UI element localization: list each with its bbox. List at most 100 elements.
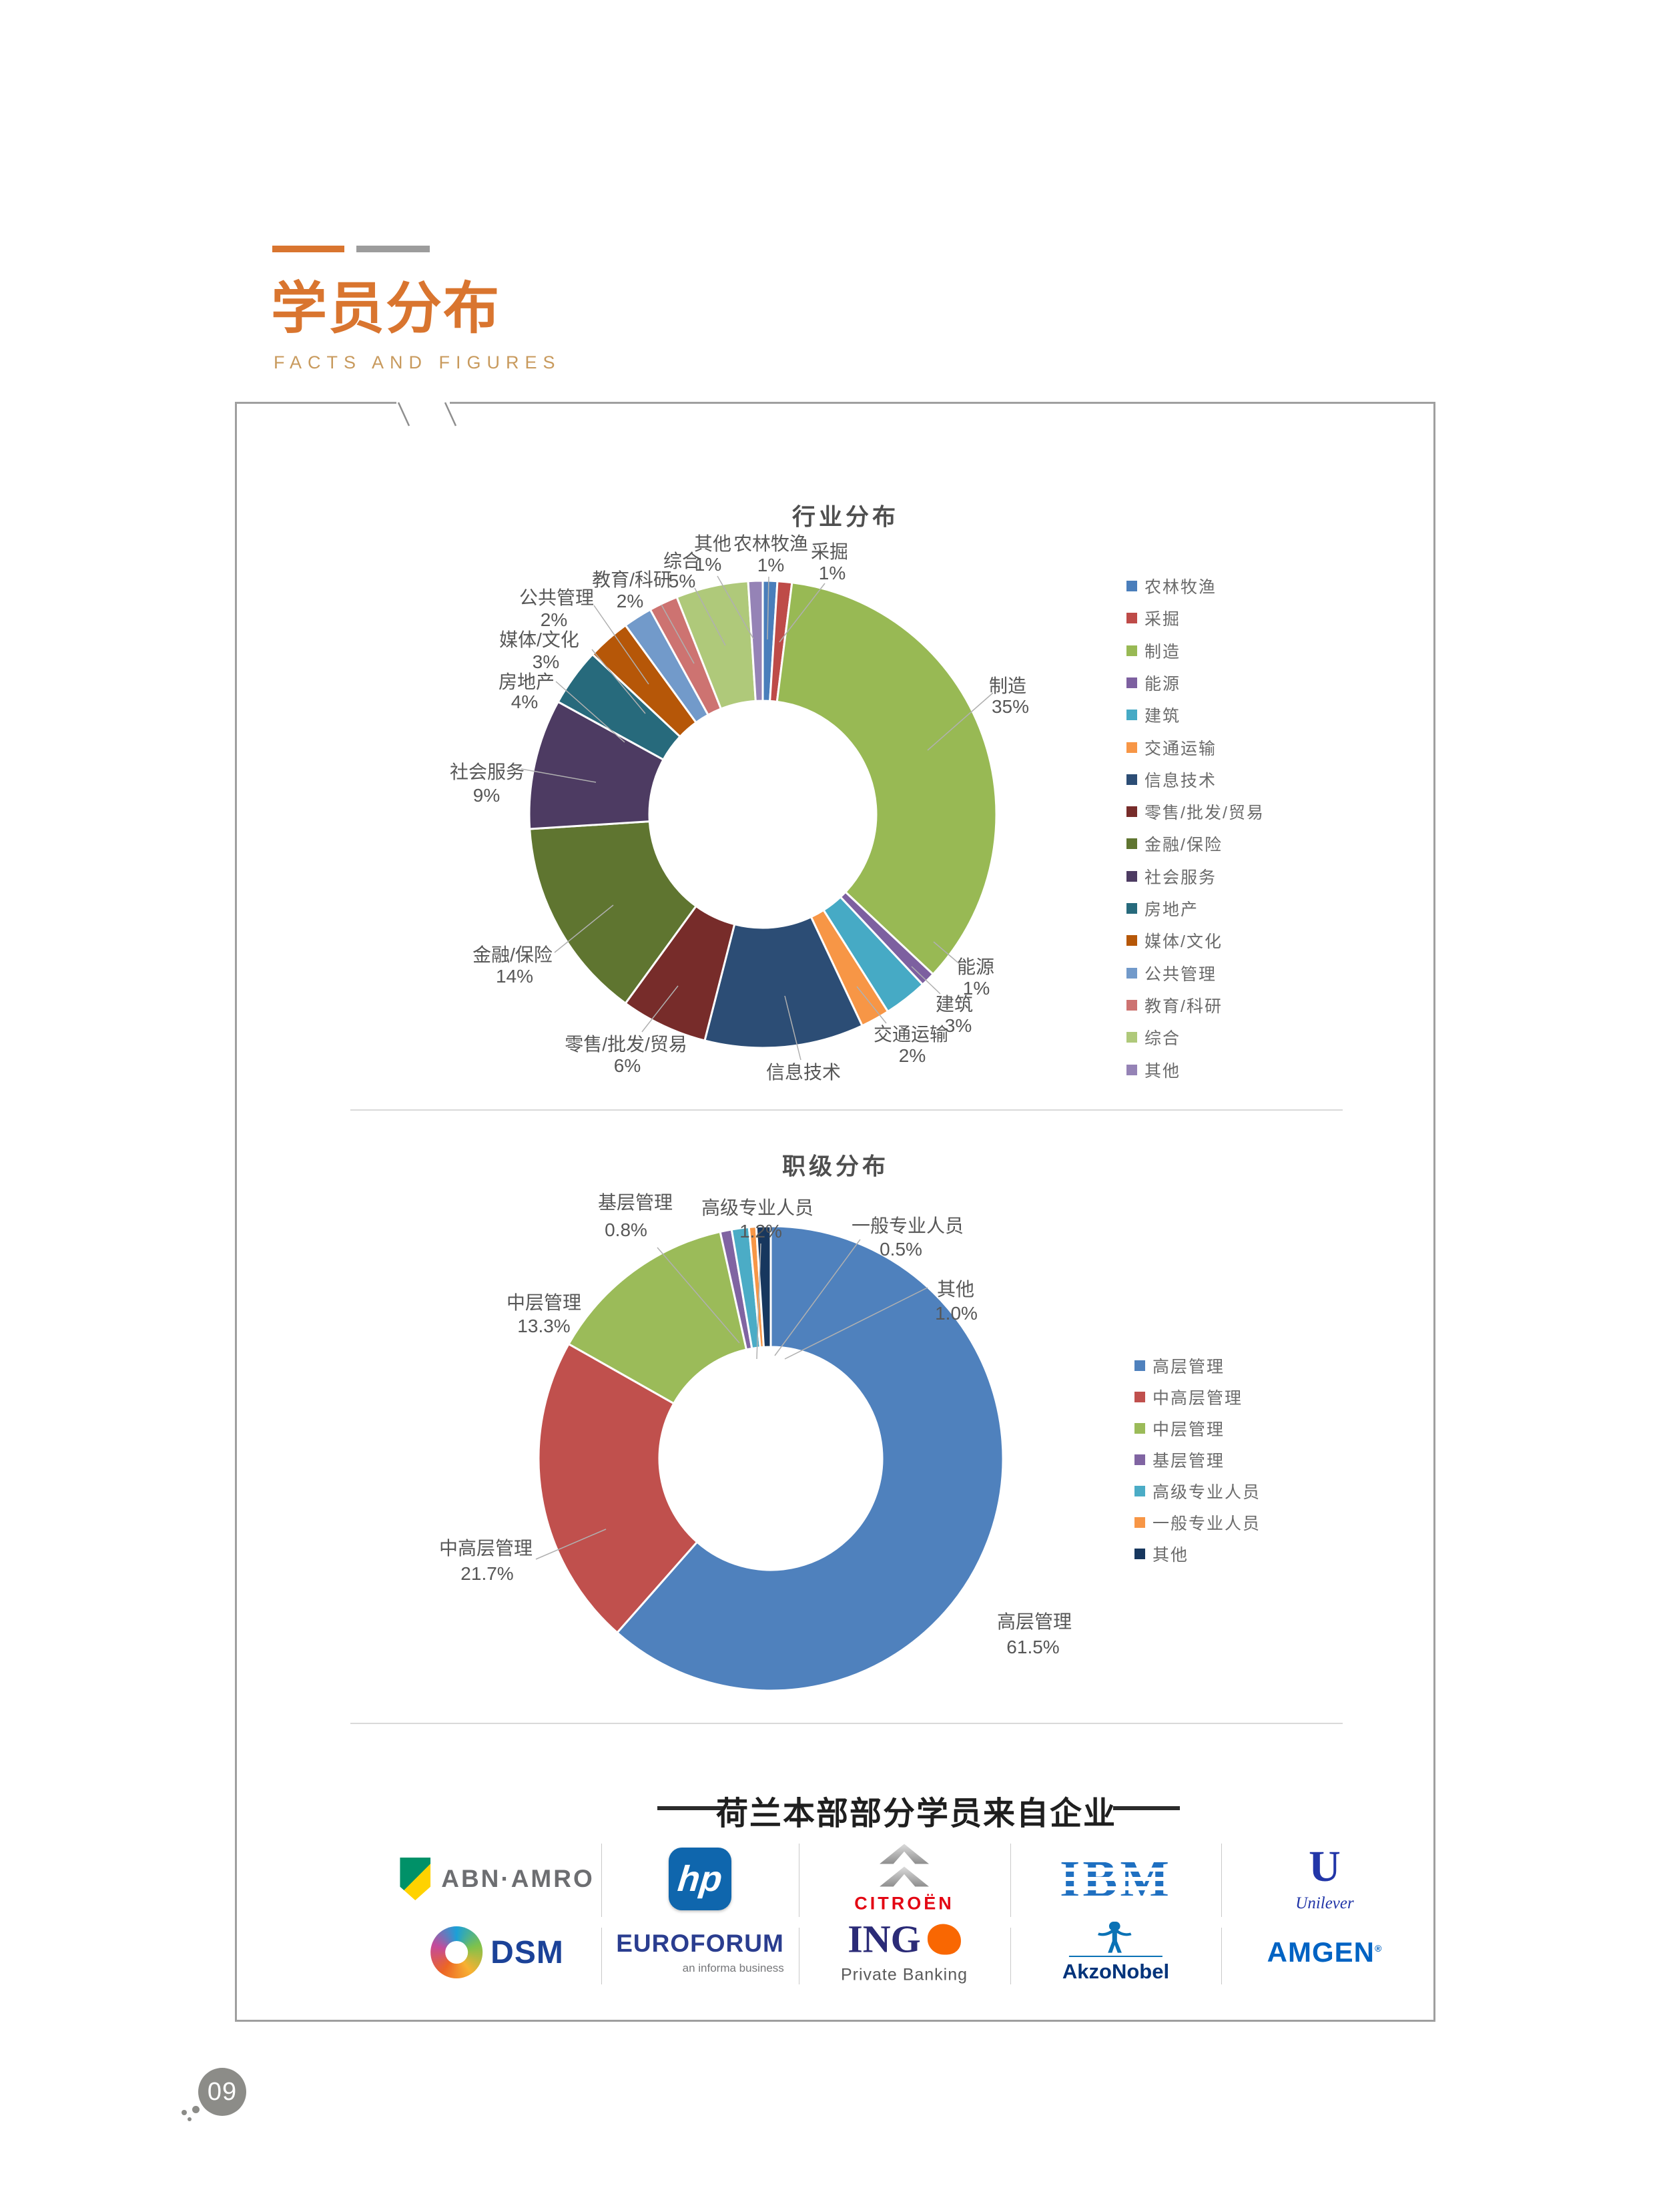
chart1-legend-item-零售/批发/贸易: 零售/批发/贸易 xyxy=(1126,800,1265,824)
chart2-legend-item-中高层管理: 中高层管理 xyxy=(1134,1385,1243,1409)
legend-label: 能源 xyxy=(1144,674,1181,694)
logo-citroen: CITROËN xyxy=(854,1844,954,1914)
chart2-legend-item-一般专业人员: 一般专业人员 xyxy=(1134,1510,1261,1535)
chart1-label-媒体/文化: 媒体/文化 xyxy=(499,629,579,650)
companies-heading: 荷兰本部部分学员来自企业 xyxy=(715,1796,1117,1832)
legend-label: 公共管理 xyxy=(1144,964,1217,984)
legend-swatch-icon xyxy=(1134,1486,1145,1496)
euroforum-subtext: an informa business xyxy=(682,1962,784,1974)
legend-swatch-icon xyxy=(1126,903,1137,914)
separator-charts xyxy=(350,1109,1343,1111)
chart1-label-公共管理: 公共管理 xyxy=(519,587,595,608)
page-title: 学员分布 xyxy=(271,277,501,340)
ing-subtext: Private Banking xyxy=(840,1965,968,1984)
header-dash-orange xyxy=(272,246,344,252)
legend-label: 采掘 xyxy=(1144,610,1181,629)
logo-divider xyxy=(1221,1928,1222,1984)
logo-ibm: IBM xyxy=(1060,1853,1172,1905)
chart2-legend-item-其他: 其他 xyxy=(1134,1542,1189,1566)
legend-label: 其他 xyxy=(1152,1546,1189,1565)
heading-dash-right xyxy=(1113,1806,1180,1810)
legend-swatch-icon xyxy=(1126,581,1137,591)
chart1-legend-item-媒体/文化: 媒体/文化 xyxy=(1126,928,1223,952)
chart1-title: 行业分布 xyxy=(791,504,900,531)
legend-label: 其他 xyxy=(1144,1061,1181,1081)
dsm-swirl-icon xyxy=(430,1926,483,1978)
chart2-label-中层管理: 中层管理 xyxy=(506,1292,582,1313)
logo-hp: hp xyxy=(669,1848,731,1910)
euroforum-wordmark: EUROFORUM xyxy=(616,1930,784,1957)
chart1-pct-综合: 5% xyxy=(668,571,696,591)
chart1-legend-item-综合: 综合 xyxy=(1126,1025,1181,1049)
legend-swatch-icon xyxy=(1126,774,1137,785)
chart1-pct-教育/科研: 2% xyxy=(616,591,644,611)
chart1-legend-item-能源: 能源 xyxy=(1126,671,1181,695)
chart1-label-金融/保险: 金融/保险 xyxy=(472,944,553,965)
chart1-pct-公共管理: 2% xyxy=(540,609,568,630)
legend-label: 零售/批发/贸易 xyxy=(1144,804,1265,823)
chart2-label-一般专业人员: 一般专业人员 xyxy=(851,1215,964,1236)
legend-label: 交通运输 xyxy=(1144,739,1217,758)
chart1-pct-采掘: 1% xyxy=(818,563,846,583)
citroen-chevron-icon xyxy=(880,1844,929,1864)
legend-swatch-icon xyxy=(1126,999,1137,1011)
citroen-wordmark: CITROËN xyxy=(854,1893,954,1914)
legend-label: 建筑 xyxy=(1144,707,1181,726)
chart1-label-能源: 能源 xyxy=(956,956,995,977)
page-number-badge: 09 xyxy=(198,2068,246,2116)
chart2-label-高层管理: 高层管理 xyxy=(996,1611,1072,1632)
hp-wordmark: hp xyxy=(675,1859,725,1899)
chart1-legend-item-公共管理: 公共管理 xyxy=(1126,961,1217,985)
legend-label: 农林牧渔 xyxy=(1144,578,1217,597)
logo-dsm: DSM xyxy=(430,1926,564,1978)
chart1-legend-item-信息技术: 信息技术 xyxy=(1126,768,1217,792)
chart1-legend-item-教育/科研: 教育/科研 xyxy=(1126,993,1223,1017)
chart2-label-基层管理: 基层管理 xyxy=(597,1192,673,1213)
separator-companies xyxy=(350,1723,1343,1724)
logo-divider xyxy=(1010,1928,1011,1984)
legend-label: 房地产 xyxy=(1144,900,1199,919)
legend-label: 一般专业人员 xyxy=(1152,1514,1261,1533)
chart1-label-交通运输: 交通运输 xyxy=(873,1024,949,1045)
chart2-pct-其他: 1.0% xyxy=(935,1303,978,1324)
logo-divider xyxy=(601,1928,602,1984)
chart1-label-社会服务: 社会服务 xyxy=(449,762,525,782)
chart1-label-其他: 其他 xyxy=(693,533,732,554)
ibm-striped-wordmark: IBM xyxy=(1060,1853,1172,1905)
legend-swatch-icon xyxy=(1126,967,1137,979)
chart2-legend-item-高层管理: 高层管理 xyxy=(1134,1354,1225,1378)
chart1-pct-零售/批发/贸易: 6% xyxy=(613,1055,641,1076)
legend-swatch-icon xyxy=(1126,838,1137,850)
chart1-pct-房地产: 4% xyxy=(511,692,539,712)
legend-label: 金融/保险 xyxy=(1144,836,1223,855)
ing-lion-icon xyxy=(927,1924,961,1955)
chart1-label-综合: 综合 xyxy=(663,551,701,571)
chart2-pct-高层管理: 61.5% xyxy=(1006,1637,1060,1657)
chart1-label-教育/科研: 教育/科研 xyxy=(592,569,672,590)
chart1-legend-item-交通运输: 交通运输 xyxy=(1126,736,1217,760)
chart1-legend-item-制造: 制造 xyxy=(1126,639,1181,663)
logo-abn-amro: ABN·AMRO xyxy=(400,1858,595,1900)
chart2-pct-中层管理: 13.3% xyxy=(517,1316,571,1336)
chart2-label-高级专业人员: 高级专业人员 xyxy=(701,1197,814,1218)
chart2-label-中高层管理: 中高层管理 xyxy=(438,1538,533,1559)
page-number-dot xyxy=(192,2106,200,2113)
legend-swatch-icon xyxy=(1126,1064,1137,1075)
ing-wordmark: ING xyxy=(848,1917,921,1961)
logo-unilever: U Unilever xyxy=(1295,1845,1353,1913)
chart1-pct-能源: 1% xyxy=(962,978,990,999)
logo-divider xyxy=(1221,1844,1222,1917)
chart1-pct-社会服务: 9% xyxy=(472,785,501,806)
legend-swatch-icon xyxy=(1126,806,1137,818)
header-dash-gray xyxy=(356,246,430,252)
legend-swatch-icon xyxy=(1126,710,1137,721)
hp-badge-icon: hp xyxy=(669,1848,731,1910)
logo-amgen: AMGEN® xyxy=(1267,1936,1383,1968)
legend-label: 制造 xyxy=(1144,642,1181,661)
dsm-wordmark: DSM xyxy=(490,1934,564,1970)
chart1-legend-item-农林牧渔: 农林牧渔 xyxy=(1126,574,1217,598)
legend-swatch-icon xyxy=(1126,613,1137,624)
legend-swatch-icon xyxy=(1134,1454,1145,1465)
chart1-legend-item-房地产: 房地产 xyxy=(1126,896,1199,920)
